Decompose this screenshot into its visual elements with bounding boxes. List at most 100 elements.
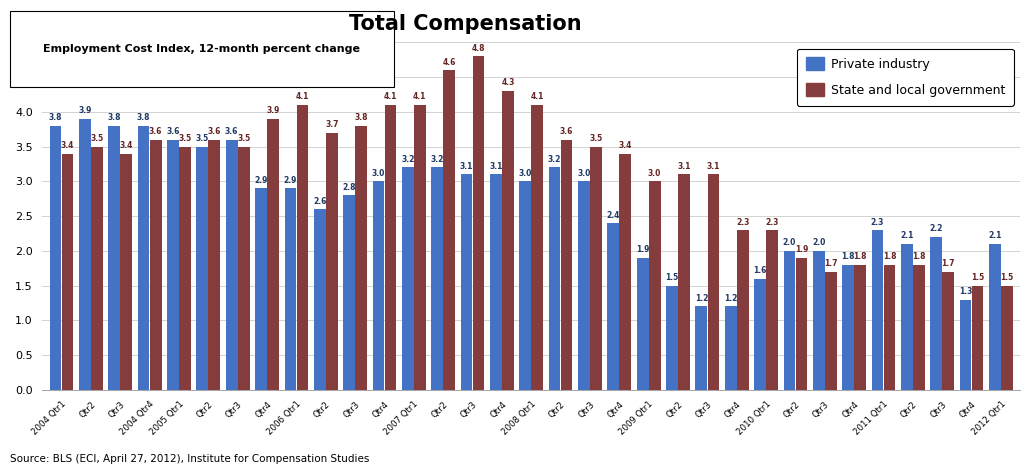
Bar [871, 230, 883, 390]
Text: 4.1: 4.1 [296, 92, 309, 102]
Text: 1.2: 1.2 [724, 294, 737, 303]
Bar [708, 174, 719, 390]
Bar [197, 147, 208, 390]
Bar [608, 223, 619, 390]
Text: 2.1: 2.1 [900, 232, 914, 240]
Bar [812, 251, 825, 390]
Text: 4.6: 4.6 [443, 58, 455, 67]
Bar [842, 265, 854, 390]
Text: 3.5: 3.5 [178, 134, 191, 143]
Text: 3.0: 3.0 [648, 169, 661, 178]
Bar [167, 140, 179, 390]
Bar [267, 119, 278, 390]
Legend: Private industry, State and local government: Private industry, State and local govern… [797, 48, 1013, 106]
Bar [461, 174, 472, 390]
Bar [620, 153, 631, 390]
Bar [256, 188, 267, 390]
Text: 3.2: 3.2 [548, 155, 561, 164]
Text: Source: BLS (ECI, April 27, 2012), Institute for Compensation Studies: Source: BLS (ECI, April 27, 2012), Insti… [10, 454, 369, 464]
Bar [972, 286, 983, 390]
Bar [549, 167, 560, 390]
Bar [326, 133, 337, 390]
Text: 3.8: 3.8 [108, 113, 121, 122]
Bar [138, 126, 149, 390]
Text: 3.4: 3.4 [619, 141, 632, 150]
Text: 4.1: 4.1 [531, 92, 544, 102]
Text: 2.0: 2.0 [812, 239, 826, 247]
Bar [62, 153, 73, 390]
Bar [667, 286, 678, 390]
Text: Total Compensation: Total Compensation [350, 14, 582, 34]
Text: 3.2: 3.2 [402, 155, 414, 164]
Text: 3.7: 3.7 [325, 120, 338, 129]
Text: 1.7: 1.7 [824, 259, 837, 268]
Text: 4.1: 4.1 [384, 92, 397, 102]
Text: 3.1: 3.1 [460, 162, 473, 171]
Text: 1.8: 1.8 [883, 252, 896, 261]
Bar [150, 140, 161, 390]
Text: 1.8: 1.8 [854, 252, 867, 261]
Bar [208, 140, 220, 390]
Bar [825, 272, 836, 390]
Text: 3.6: 3.6 [167, 127, 180, 136]
Text: 2.9: 2.9 [284, 176, 297, 185]
Text: 2.3: 2.3 [766, 218, 778, 226]
Text: 3.1: 3.1 [677, 162, 690, 171]
Text: 3.4: 3.4 [120, 141, 132, 150]
Text: Employment Cost Index, 12-month percent change: Employment Cost Index, 12-month percent … [43, 44, 360, 54]
Bar [696, 307, 707, 390]
Text: 2.2: 2.2 [929, 225, 943, 233]
Text: 3.2: 3.2 [431, 155, 444, 164]
Text: 2.9: 2.9 [255, 176, 268, 185]
Bar [637, 258, 649, 390]
Bar [989, 244, 1001, 390]
Bar [402, 167, 414, 390]
Text: 1.9: 1.9 [635, 245, 649, 254]
Text: 3.0: 3.0 [578, 169, 591, 178]
Text: 1.8: 1.8 [841, 252, 855, 261]
Text: 3.1: 3.1 [707, 162, 720, 171]
Text: 2.3: 2.3 [736, 218, 749, 226]
Text: 3.0: 3.0 [372, 169, 385, 178]
Bar [179, 147, 190, 390]
Bar [50, 126, 61, 390]
Bar [355, 126, 367, 390]
Bar [385, 105, 396, 390]
Text: 3.8: 3.8 [49, 113, 62, 122]
Text: 3.6: 3.6 [560, 127, 573, 136]
Text: 2.3: 2.3 [870, 218, 884, 226]
Text: 1.3: 1.3 [958, 287, 972, 296]
Text: 2.8: 2.8 [343, 183, 356, 192]
Text: 1.9: 1.9 [795, 245, 808, 254]
Bar [531, 105, 543, 390]
Bar [900, 244, 913, 390]
Bar [755, 279, 766, 390]
Text: 3.9: 3.9 [266, 106, 279, 115]
Text: 3.5: 3.5 [237, 134, 250, 143]
Bar [959, 300, 972, 390]
Bar [884, 265, 895, 390]
Text: 2.1: 2.1 [988, 232, 1002, 240]
Text: 1.5: 1.5 [971, 273, 984, 282]
Text: 2.6: 2.6 [313, 197, 326, 206]
Text: 1.5: 1.5 [666, 273, 679, 282]
Text: 1.7: 1.7 [942, 259, 955, 268]
Bar [373, 181, 384, 390]
Text: 1.6: 1.6 [753, 266, 767, 275]
Text: 3.4: 3.4 [61, 141, 75, 150]
Bar [432, 167, 443, 390]
Bar [502, 91, 513, 390]
Bar [913, 265, 924, 390]
Text: 3.9: 3.9 [79, 106, 91, 115]
Text: 2.0: 2.0 [782, 239, 796, 247]
Bar [91, 147, 102, 390]
Bar [649, 181, 660, 390]
Bar [783, 251, 795, 390]
Text: 3.5: 3.5 [589, 134, 602, 143]
Bar [930, 237, 942, 390]
Text: 3.6: 3.6 [225, 127, 238, 136]
Bar [344, 195, 355, 390]
Bar [579, 181, 590, 390]
Text: 3.5: 3.5 [196, 134, 209, 143]
Bar [414, 105, 425, 390]
